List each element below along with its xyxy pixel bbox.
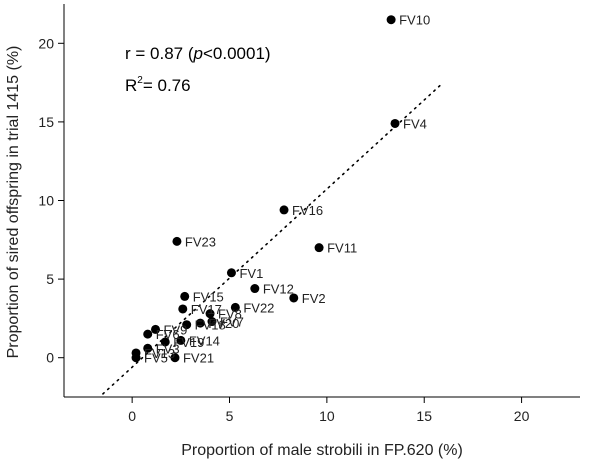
- data-point-fv10: [386, 15, 396, 25]
- data-point-fv9: [151, 324, 161, 334]
- point-label-fv20: FV20: [208, 316, 239, 331]
- point-label-fv5: FV5: [144, 351, 168, 366]
- y-tick-label: 5: [46, 271, 54, 287]
- y-axis-title: Proportion of sired offspring in trial 1…: [5, 46, 22, 359]
- data-point-fv18: [182, 320, 192, 330]
- data-point-fv5: [131, 353, 141, 363]
- point-label-fv4: FV4: [403, 116, 427, 131]
- data-point-fv12: [250, 284, 260, 294]
- correlation-annotation: r = 0.87 (p<0.0001): [125, 44, 271, 63]
- point-label-fv1: FV1: [239, 266, 263, 281]
- point-label-fv9: FV9: [164, 322, 188, 337]
- data-point-fv4: [390, 118, 400, 128]
- point-label-fv22: FV22: [243, 300, 274, 315]
- y-tick-label: 20: [38, 35, 54, 51]
- data-point-fv21: [170, 353, 180, 363]
- data-point-fv15: [180, 291, 190, 301]
- x-tick-label: 0: [128, 408, 136, 424]
- y-tick-label: 0: [46, 350, 54, 366]
- y-tick-label: 15: [38, 114, 54, 130]
- data-point-fv11: [314, 243, 324, 253]
- data-points: [131, 15, 400, 363]
- data-point-fv23: [172, 236, 182, 246]
- r-squared-annotation: R2= 0.76: [125, 75, 191, 95]
- y-tick-label: 10: [38, 193, 54, 209]
- point-label-fv7: FV7: [220, 315, 244, 330]
- point-label-fv11: FV11: [327, 241, 357, 256]
- point-label-fv6: FV6: [156, 327, 180, 342]
- x-tick-label: 15: [416, 408, 432, 424]
- data-point-fv3: [143, 343, 153, 353]
- data-point-fv1: [226, 268, 236, 278]
- point-label-fv19: FV19: [173, 335, 204, 350]
- x-axis-title: Proportion of male strobili in FP.620 (%…: [181, 442, 463, 459]
- point-labels: FV10FV4FV16FV11FV23FV1FV12FV2FV22FV15FV1…: [144, 13, 430, 366]
- data-point-fv8: [205, 309, 215, 319]
- point-label-fv12: FV12: [263, 282, 294, 297]
- trend-line: [102, 84, 441, 395]
- x-tick-label: 20: [514, 408, 530, 424]
- data-point-fv6: [143, 329, 153, 339]
- point-label-fv16: FV16: [292, 203, 323, 218]
- point-label-fv14: FV14: [189, 333, 220, 348]
- point-label-fv13: FV13: [144, 346, 175, 361]
- data-point-fv22: [230, 302, 240, 312]
- trend-line-group: [102, 84, 441, 395]
- data-point-fv20: [195, 318, 205, 328]
- data-point-fv17: [178, 304, 188, 314]
- data-point-fv14: [176, 335, 186, 345]
- point-label-fv2: FV2: [302, 291, 326, 306]
- point-label-fv3: FV3: [156, 341, 180, 356]
- data-point-fv7: [207, 317, 217, 327]
- point-label-fv17: FV17: [191, 302, 222, 317]
- point-label-fv23: FV23: [185, 234, 216, 249]
- point-label-fv21: FV21: [183, 351, 214, 366]
- point-label-fv15: FV15: [193, 289, 224, 304]
- point-label-fv8: FV8: [218, 307, 242, 322]
- data-point-fv2: [289, 293, 299, 303]
- point-label-fv18: FV18: [195, 318, 226, 333]
- axes: 0 5 10 15 20 0 5 10 15 20: [38, 4, 580, 424]
- x-tick-label: 5: [226, 408, 234, 424]
- point-label-fv10: FV10: [399, 13, 430, 28]
- data-point-fv16: [279, 205, 289, 215]
- data-point-fv19: [160, 337, 170, 347]
- x-tick-label: 10: [319, 408, 335, 424]
